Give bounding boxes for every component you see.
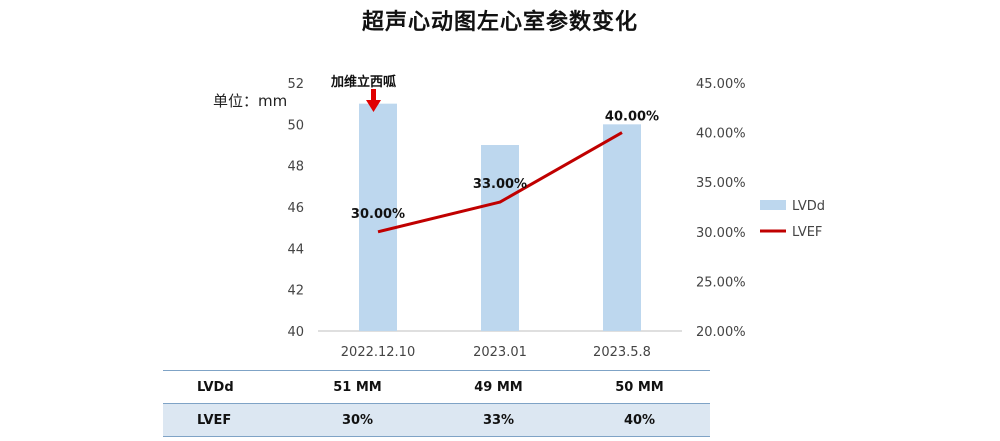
y-right-tick-label: 35.00%: [696, 176, 746, 191]
legend-label-lvdd: LVDd: [792, 199, 825, 214]
bar-lvdd: [359, 103, 397, 332]
x-tick-label: 2022.12.10: [341, 345, 415, 360]
annotation-label: 加维立西呱: [331, 75, 397, 90]
table-cell: 50 MM: [569, 370, 710, 404]
x-tick-label: 2023.01: [473, 345, 527, 360]
y-left-tick-label: 40: [287, 325, 304, 340]
y-left-tick-label: 42: [287, 284, 304, 299]
table-cell: 51 MM: [287, 370, 428, 404]
legend-label-lvef: LVEF: [792, 225, 822, 240]
y-left-tick-label: 44: [287, 242, 304, 257]
table-row: LVDd 51 MM 49 MM 50 MM: [163, 370, 710, 404]
data-table: LVDd 51 MM 49 MM 50 MM LVEF 30% 33% 40%: [163, 370, 710, 437]
y-left-tick-label: 52: [287, 77, 304, 92]
data-label-lvef: 40.00%: [605, 110, 659, 125]
table-cell: 33%: [428, 403, 569, 437]
y-right-tick-label: 40.00%: [696, 127, 746, 142]
y-right-tick-label: 25.00%: [696, 275, 746, 290]
bar-lvdd: [603, 124, 641, 331]
table-cell: 49 MM: [428, 370, 569, 404]
unit-label: 单位：mm: [213, 92, 288, 110]
data-label-lvef: 33.00%: [473, 177, 527, 192]
table-cell: 40%: [569, 403, 710, 437]
bar-lvdd: [481, 145, 519, 331]
annotation-arrow-shaft: [371, 89, 376, 101]
y-left-tick-label: 50: [287, 118, 304, 133]
line-lvef: [377, 131, 623, 234]
annotation-arrow-head: [366, 100, 381, 112]
y-left-tick-label: 46: [287, 201, 304, 216]
data-label-lvef: 30.00%: [351, 207, 405, 222]
y-right-tick-label: 45.00%: [696, 77, 746, 92]
table-cell: 30%: [287, 403, 428, 437]
x-tick-label: 2023.5.8: [593, 345, 651, 360]
y-left-tick-label: 48: [287, 160, 304, 175]
y-right-tick-label: 30.00%: [696, 226, 746, 241]
y-right-tick-label: 20.00%: [696, 325, 746, 340]
row-label: LVEF: [163, 403, 287, 437]
table-row: LVEF 30% 33% 40%: [163, 403, 710, 437]
legend-swatch-lvdd: [760, 200, 786, 210]
page-title: 超声心动图左心室参数变化: [361, 10, 638, 35]
row-label: LVDd: [163, 370, 287, 404]
